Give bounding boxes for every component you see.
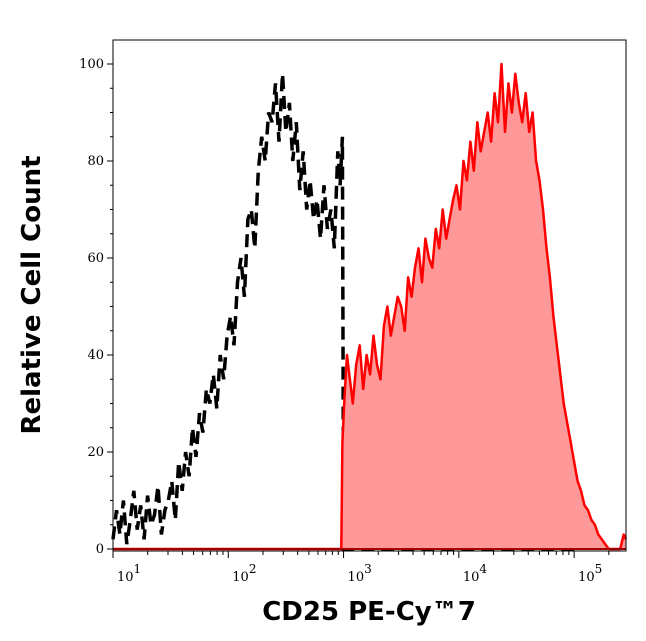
x-tick-label: 104 — [463, 562, 488, 585]
stained-histogram-line — [113, 62, 628, 551]
y-tick-label: 0 — [96, 542, 104, 557]
x-tick-label: 105 — [578, 562, 602, 585]
x-tick-label: 102 — [232, 562, 256, 585]
y-tick-label: 100 — [79, 57, 104, 72]
y-tick-label: 80 — [87, 154, 104, 169]
x-tick-label: 103 — [348, 562, 372, 585]
axis-layer: 0 20 40 60 80 100 101 102 103 104 105 — [79, 57, 610, 585]
series-layer — [111, 62, 628, 551]
x-tick-label: 101 — [117, 562, 141, 585]
y-axis-title: Relative Cell Count — [17, 155, 47, 434]
x-axis-title: CD25 PE-Cy™7 — [262, 597, 476, 627]
plot-frame — [112, 39, 627, 552]
stained-fill-area — [113, 64, 626, 549]
y-tick-label: 20 — [87, 445, 104, 460]
isotype-histogram-line — [111, 73, 575, 551]
y-tick-label: 40 — [87, 348, 104, 363]
y-tick-label: 60 — [87, 251, 104, 266]
